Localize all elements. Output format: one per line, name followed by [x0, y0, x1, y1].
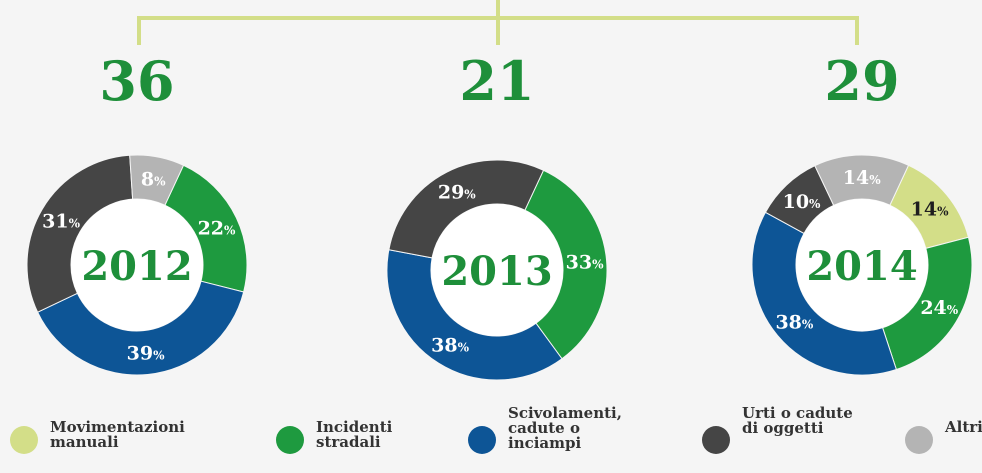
data-label: 14% [911, 199, 949, 221]
donut-hole [71, 199, 203, 331]
center-label: 2014 [806, 243, 917, 290]
legend-item: Altri [905, 420, 982, 454]
legend-label: Altri [945, 418, 982, 436]
donut-segment [129, 154, 185, 206]
legend-label: Movimentazioni manuali [50, 418, 185, 451]
data-label: 8% [141, 169, 166, 191]
legend-item: Incidenti stradali [276, 420, 426, 454]
legend-label: Incidenti stradali [316, 418, 393, 451]
chart-title: 36 [99, 49, 174, 113]
data-label: 33% [566, 251, 604, 273]
data-label: 29% [438, 182, 476, 204]
bracket [137, 0, 859, 45]
legend-item: Urti o cadute di oggetti [702, 406, 862, 454]
data-label: 31% [42, 210, 80, 232]
data-label: 39% [127, 343, 165, 365]
legend-swatch [905, 426, 933, 454]
legend-swatch [10, 426, 38, 454]
legend-swatch [702, 426, 730, 454]
center-label: 2013 [441, 248, 552, 295]
donut-hole [431, 204, 563, 336]
legend-item: Scivolamenti, cadute o inciampi [468, 406, 658, 454]
data-label: 10% [783, 191, 821, 213]
legend-swatch [468, 426, 496, 454]
data-label: 38% [431, 334, 469, 356]
center-label: 2012 [81, 243, 192, 290]
data-label: 22% [198, 217, 236, 239]
data-label: 24% [920, 297, 958, 319]
donut-hole [796, 199, 928, 331]
chart-title: 29 [824, 49, 899, 113]
legend-swatch [276, 426, 304, 454]
legend-label: Scivolamenti, cadute o inciampi [508, 404, 622, 452]
chart-title: 21 [459, 49, 534, 113]
legend-item: Movimentazioni manuali [10, 420, 240, 454]
data-label: 14% [843, 167, 881, 189]
data-label: 38% [775, 311, 813, 333]
legend-label: Urti o cadute di oggetti [742, 404, 853, 437]
